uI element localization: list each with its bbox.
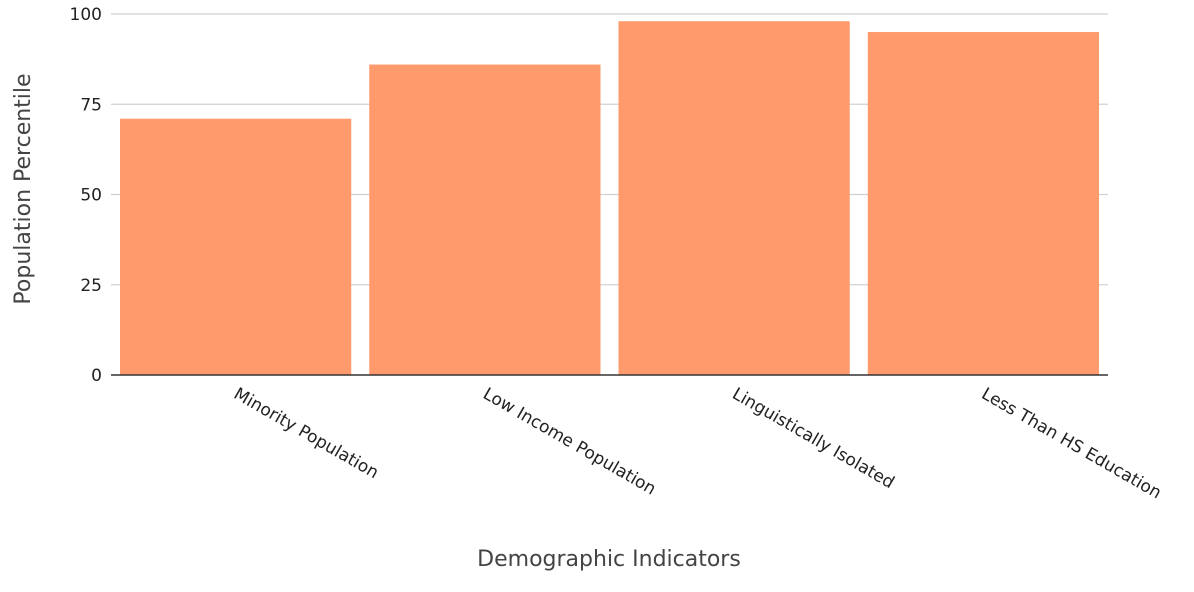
x-axis-ticks: Minority Population Low Income Population…	[230, 384, 1165, 503]
y-tick-label: 25	[80, 276, 102, 296]
x-tick-label: Less Than HS Education	[978, 384, 1165, 503]
bar	[618, 21, 850, 375]
y-tick-label: 0	[91, 366, 102, 386]
x-axis-title: Demographic Indicators	[477, 547, 741, 572]
y-tick-label: 75	[80, 95, 102, 115]
bar	[369, 64, 601, 375]
bar	[867, 32, 1099, 376]
y-axis-title: Population Percentile	[11, 73, 36, 304]
bars	[120, 21, 1099, 376]
x-tick-label: Low Income Population	[479, 384, 659, 499]
bar	[120, 118, 352, 375]
y-tick-label: 50	[80, 186, 102, 206]
x-tick-label: Linguistically Isolated	[729, 384, 898, 493]
x-tick-label: Minority Population	[230, 384, 382, 483]
y-tick-label: 100	[70, 5, 102, 25]
y-axis-ticks: 0 25 50 75 100	[70, 5, 102, 386]
